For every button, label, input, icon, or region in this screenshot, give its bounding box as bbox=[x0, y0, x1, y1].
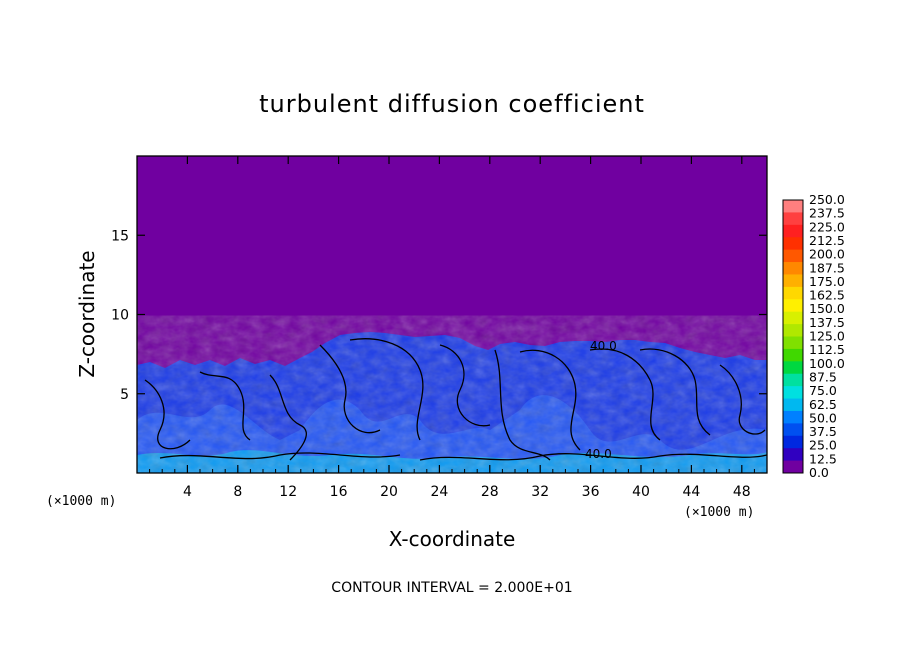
colorbar-label: 125.0 bbox=[809, 329, 845, 344]
y-axis-label: Z-coordinate bbox=[75, 250, 99, 377]
colorbar-label: 150.0 bbox=[809, 301, 845, 316]
contour-label: 40.0 bbox=[585, 447, 612, 461]
colorbar-swatch bbox=[783, 386, 803, 400]
colorbar-label: 87.5 bbox=[809, 369, 837, 384]
colorbar-label: 112.5 bbox=[809, 342, 845, 357]
colorbar-swatch bbox=[783, 200, 803, 213]
y-tick-label: 10 bbox=[111, 308, 129, 324]
colorbar-swatch bbox=[783, 286, 803, 300]
colorbar-swatch bbox=[783, 448, 803, 462]
x-tick-label: 48 bbox=[733, 484, 751, 500]
colorbar: 250.0237.5225.0212.5200.0187.5175.0162.5… bbox=[782, 192, 845, 480]
colorbar-label: 0.0 bbox=[809, 465, 829, 480]
colorbar-swatch bbox=[783, 237, 803, 251]
colorbar-swatch bbox=[783, 224, 803, 238]
colorbar-swatch bbox=[783, 423, 803, 437]
colorbar-label: 200.0 bbox=[809, 247, 845, 262]
colorbar-label: 250.0 bbox=[809, 192, 845, 207]
x-unit-label-right: (×1000 m) bbox=[684, 505, 754, 520]
x-tick-label: 28 bbox=[481, 484, 499, 500]
colorbar-swatch bbox=[783, 460, 803, 474]
colorbar-swatch bbox=[783, 262, 803, 275]
x-axis: 4 8 12 16 20 24 28 32 36 40 44 48 bbox=[149, 156, 755, 500]
y-tick-label: 5 bbox=[120, 387, 129, 403]
x-tick-label: 44 bbox=[682, 484, 700, 500]
colorbar-label: 25.0 bbox=[809, 438, 837, 453]
colorbar-swatch bbox=[783, 348, 803, 362]
colorbar-swatch bbox=[783, 324, 803, 337]
colorbar-swatch bbox=[783, 373, 803, 387]
colorbar-label: 237.5 bbox=[809, 206, 845, 221]
colorbar-swatch bbox=[783, 361, 803, 375]
x-tick-label: 12 bbox=[279, 484, 297, 500]
colorbar-label: 225.0 bbox=[809, 219, 845, 234]
x-tick-label: 8 bbox=[233, 484, 242, 500]
x-tick-label: 40 bbox=[632, 484, 650, 500]
colorbar-label: 137.5 bbox=[809, 315, 845, 330]
colorbar-swatch bbox=[783, 299, 803, 313]
colorbar-swatch bbox=[783, 398, 803, 412]
colorbar-label: 162.5 bbox=[809, 288, 845, 303]
turbulent-field: 40.0 40.0 bbox=[137, 330, 767, 473]
colorbar-label: 100.0 bbox=[809, 356, 845, 371]
y-tick-label: 15 bbox=[111, 228, 129, 244]
colorbar-swatch bbox=[783, 435, 803, 449]
contour-interval: CONTOUR INTERVAL = 2.000E+01 bbox=[331, 580, 572, 596]
x-tick-label: 4 bbox=[183, 484, 192, 500]
colorbar-label: 175.0 bbox=[809, 274, 845, 289]
noise-texture bbox=[137, 330, 767, 473]
colorbar-label: 62.5 bbox=[809, 397, 837, 412]
colorbar-label: 187.5 bbox=[809, 260, 845, 275]
x-tick-label: 24 bbox=[430, 484, 448, 500]
colorbar-label: 75.0 bbox=[809, 383, 837, 398]
x-tick-label: 32 bbox=[531, 484, 549, 500]
x-tick-label: 16 bbox=[330, 484, 348, 500]
colorbar-frame bbox=[782, 199, 804, 474]
colorbar-swatch bbox=[783, 410, 803, 424]
colorbar-swatch bbox=[783, 212, 803, 226]
colorbar-swatch bbox=[783, 249, 803, 263]
plot-area: 40.0 40.0 bbox=[136, 155, 768, 474]
colorbar-label: 50.0 bbox=[809, 410, 837, 425]
contour-label: 40.0 bbox=[590, 339, 617, 353]
x-tick-label: 20 bbox=[380, 484, 398, 500]
colorbar-swatch bbox=[783, 336, 803, 350]
x-tick-label: 36 bbox=[582, 484, 600, 500]
x-axis-label: X-coordinate bbox=[389, 527, 516, 551]
colorbar-swatch bbox=[783, 311, 803, 325]
colorbar-label: 12.5 bbox=[809, 451, 837, 466]
chart-title: turbulent diffusion coefficient bbox=[259, 90, 645, 118]
contour-lines bbox=[144, 338, 767, 461]
y-axis: 5 10 15 bbox=[111, 228, 767, 403]
colorbar-swatch bbox=[783, 274, 803, 288]
colorbar-label: 37.5 bbox=[809, 424, 837, 439]
x-unit-label-left: (×1000 m) bbox=[46, 494, 116, 509]
colorbar-label: 212.5 bbox=[809, 233, 845, 248]
contour-labels: 40.0 40.0 bbox=[585, 339, 617, 461]
